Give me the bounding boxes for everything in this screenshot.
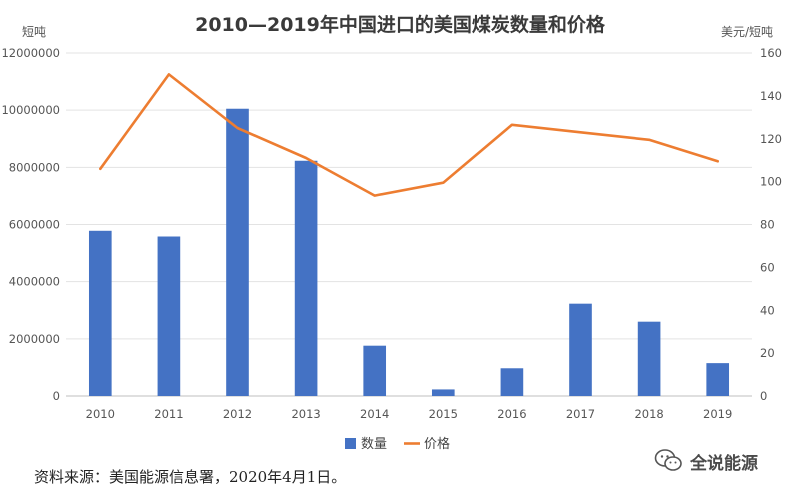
gridlines [66,52,752,397]
bar-2013 [294,160,318,396]
y-left-tick-label: 4000000 [9,275,60,289]
bar-2011 [157,236,181,396]
x-tick-label: 2018 [634,407,663,421]
y-left-axis-label: 短吨 [22,25,46,39]
y-right-tick-label: 100 [760,175,782,189]
bar-2017 [569,303,592,396]
x-tick-label: 2017 [566,407,595,421]
legend: 数量 价格 [345,436,450,452]
legend-label-price: 价格 [424,436,450,452]
chart-title: 2010—2019年中国进口的美国煤炭数量和价格 [195,13,606,36]
bar-2019 [706,363,730,396]
axis-ticks: 0 2000000 4000000 6000000 8000000 10000000 120… [1,46,782,421]
wechat-icon [654,449,682,471]
watermark-text: 全说能源 [690,453,758,474]
y-left-tick-label: 12000000 [1,46,60,60]
y-left-tick-label: 8000000 [9,160,60,174]
y-right-axis-label: 美元/短吨 [721,25,773,39]
y-right-tick-label: 120 [760,132,782,146]
bar-2018 [637,321,661,396]
x-tick-label: 2012 [223,407,252,421]
y-left-tick-label: 2000000 [9,332,60,346]
watermark: 全说能源 [654,446,758,476]
y-right-tick-label: 140 [760,89,782,103]
y-left-tick-label: 0 [53,389,60,403]
y-right-tick-label: 0 [760,389,767,403]
bar-2010 [88,230,112,396]
x-tick-label: 2016 [497,407,526,421]
source-note: 资料来源：美国能源信息署，2020年4月1日。 [34,468,347,486]
bar-2016 [500,368,524,396]
x-tick-label: 2014 [360,407,389,421]
y-right-tick-label: 20 [760,346,775,360]
y-right-tick-label: 60 [760,260,775,274]
x-tick-label: 2019 [703,407,732,421]
bar-2012 [226,108,249,397]
y-right-tick-label: 80 [760,218,775,232]
legend-swatch-bar [345,438,356,449]
bar-2014 [363,345,387,396]
y-right-tick-label: 40 [760,303,775,317]
x-tick-label: 2010 [86,407,115,421]
y-left-tick-label: 10000000 [1,103,60,117]
x-tick-label: 2013 [291,407,320,421]
bar-series [88,108,730,397]
x-tick-label: 2015 [429,407,458,421]
price-line [99,73,720,197]
bar-2015 [431,389,455,396]
legend-label-quantity: 数量 [361,437,387,452]
line-series [99,73,720,197]
y-right-tick-label: 160 [760,46,782,60]
y-left-tick-label: 6000000 [9,218,60,232]
x-tick-label: 2011 [154,407,183,421]
